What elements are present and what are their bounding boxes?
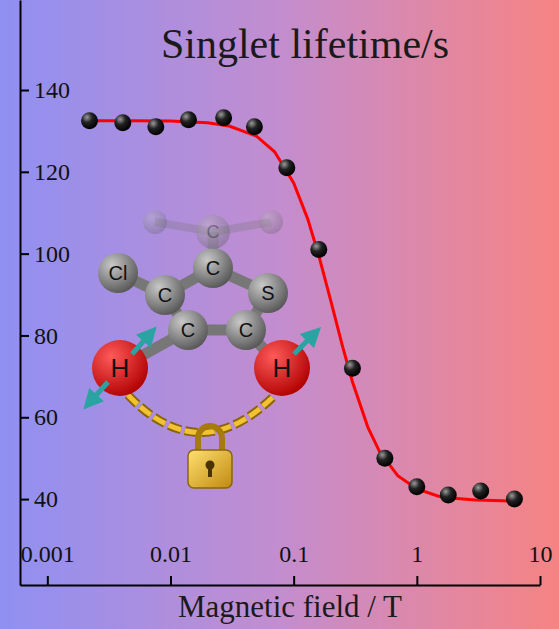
y-tick-label: 120 bbox=[34, 159, 70, 185]
atom-label: C bbox=[239, 319, 253, 341]
lock-body bbox=[188, 450, 232, 488]
y-tick: 40 bbox=[20, 486, 58, 512]
data-point bbox=[344, 360, 361, 377]
atom bbox=[248, 273, 288, 313]
data-point bbox=[472, 482, 489, 499]
spin-arrow bbox=[132, 334, 150, 354]
data-point bbox=[376, 450, 393, 467]
y-tick-mark bbox=[20, 90, 29, 92]
atom bbox=[226, 310, 266, 350]
data-point bbox=[147, 118, 164, 135]
x-tick: 0.001 bbox=[21, 541, 75, 585]
data-point bbox=[180, 111, 197, 128]
x-tick-label: 0.1 bbox=[279, 541, 309, 567]
y-tick-mark bbox=[20, 417, 29, 419]
y-tick: 140 bbox=[20, 77, 70, 103]
x-axis-title: Magnetic field / T bbox=[178, 589, 402, 624]
chart-title: Singlet lifetime/s bbox=[161, 21, 449, 67]
y-tick: 80 bbox=[20, 323, 58, 349]
x-tick-mark bbox=[170, 576, 172, 585]
atom bbox=[168, 310, 208, 350]
y-tick-label: 40 bbox=[34, 486, 58, 512]
data-point bbox=[278, 159, 295, 176]
data-point bbox=[246, 118, 263, 135]
atom-label: S bbox=[261, 282, 274, 304]
atom bbox=[259, 210, 283, 234]
y-tick: 60 bbox=[20, 404, 58, 430]
y-axis-line bbox=[20, 1, 22, 586]
atom-label: H bbox=[273, 353, 292, 383]
x-tick-label: 10 bbox=[529, 541, 553, 567]
fit-line bbox=[84, 121, 521, 501]
molecule: ClCCSCCHHC bbox=[90, 210, 314, 488]
background bbox=[0, 0, 559, 629]
atom bbox=[145, 275, 185, 315]
x-tick: 0.01 bbox=[150, 541, 192, 585]
x-tick-mark bbox=[416, 576, 418, 585]
atom-label: C bbox=[207, 222, 220, 242]
data-point bbox=[408, 478, 425, 495]
spin-arrow bbox=[294, 334, 314, 354]
x-tick-mark bbox=[293, 576, 295, 585]
data-point bbox=[506, 491, 523, 508]
data-point bbox=[310, 241, 327, 258]
keyhole bbox=[208, 466, 212, 477]
y-tick: 120 bbox=[20, 159, 70, 185]
y-tick-mark bbox=[20, 335, 29, 337]
data-point bbox=[215, 109, 232, 126]
atom bbox=[193, 248, 233, 288]
x-axis: 0.001 0.01 0.1 1 10 bbox=[21, 541, 553, 586]
y-tick-label: 100 bbox=[34, 241, 70, 267]
atom-label: C bbox=[181, 319, 195, 341]
y-tick-mark bbox=[20, 171, 29, 173]
atom bbox=[143, 210, 167, 234]
y-tick-label: 80 bbox=[34, 323, 58, 349]
atom-label: Cl bbox=[109, 262, 128, 284]
x-tick-label: 0.01 bbox=[150, 541, 192, 567]
atom-label: C bbox=[158, 284, 172, 306]
x-tick-label: 1 bbox=[411, 541, 423, 567]
x-tick: 10 bbox=[529, 541, 553, 585]
chart: ClCCSCCHHC0.0010.010.1110406080100120140… bbox=[0, 0, 559, 629]
data-point bbox=[440, 487, 457, 504]
lock-shackle bbox=[198, 426, 222, 452]
x-tick-mark bbox=[540, 576, 542, 585]
atom-label: H bbox=[111, 353, 130, 383]
x-tick: 1 bbox=[411, 541, 423, 585]
x-axis-line bbox=[21, 585, 541, 587]
y-tick-label: 60 bbox=[34, 404, 58, 430]
y-tick-label: 140 bbox=[34, 77, 70, 103]
plot-area bbox=[81, 109, 523, 507]
y-axis: 40 60 80 100 120 140 bbox=[20, 1, 70, 586]
y-tick: 100 bbox=[20, 241, 70, 267]
y-tick-mark bbox=[20, 499, 29, 501]
data-point bbox=[114, 114, 131, 131]
x-tick: 0.1 bbox=[279, 541, 309, 585]
spin-arrow bbox=[90, 382, 108, 402]
atom-label: C bbox=[206, 257, 220, 279]
x-tick-mark bbox=[47, 576, 49, 585]
atom bbox=[196, 215, 230, 249]
y-tick-mark bbox=[20, 253, 29, 255]
atom bbox=[98, 253, 138, 293]
data-point bbox=[81, 112, 98, 129]
x-tick-label: 0.001 bbox=[21, 541, 75, 567]
